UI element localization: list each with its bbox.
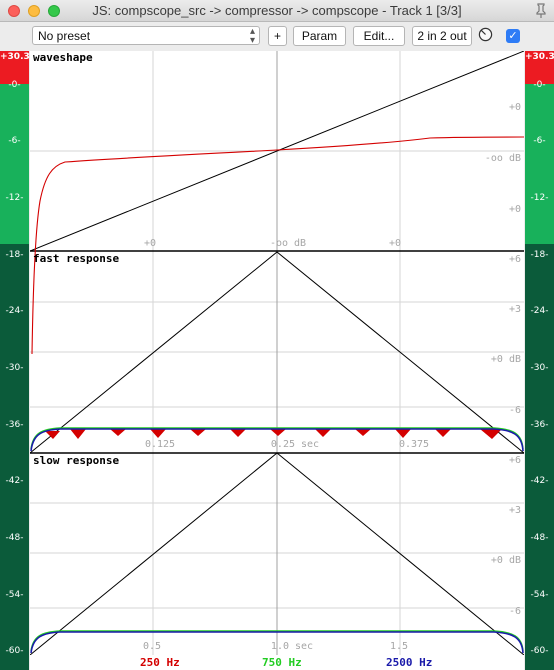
- window-title: JS: compscope_src -> compressor -> comps…: [92, 3, 462, 18]
- legend-2500hz: 2500 Hz: [386, 656, 433, 669]
- wet-dry-knob-icon[interactable]: [478, 27, 493, 42]
- meter-scale-label: -48-: [5, 533, 24, 543]
- fx-toolbar: No preset ▴ ▾ + Param Edit... 2 in 2 out …: [0, 23, 554, 51]
- fast-scale-label: +0 dB: [491, 354, 521, 365]
- meter-scale-label: -0-: [8, 80, 21, 90]
- legend-250hz: 250 Hz: [140, 656, 180, 669]
- meter-peak-label: +30.3: [0, 52, 30, 62]
- pin-icon[interactable]: [534, 3, 548, 19]
- fast-response-title: fast response: [33, 252, 119, 265]
- meter-scale-label: -18-: [5, 250, 24, 260]
- zoom-window-button[interactable]: [48, 5, 60, 17]
- meter-scale-label: -54-: [530, 590, 549, 600]
- waveshape-label: -oo dB: [485, 153, 521, 164]
- meter-scale-label: -42-: [5, 476, 24, 486]
- waveshape-label: +0: [509, 102, 521, 113]
- slow-time-tick: 1.0 sec: [271, 641, 313, 652]
- add-preset-button[interactable]: +: [268, 26, 287, 46]
- slow-scale-label: +6: [509, 455, 521, 466]
- compscope-display: waveshape fast response slow response +0…: [30, 51, 524, 655]
- meter-scale-label: -12-: [5, 193, 24, 203]
- meter-peak-label: +30.3: [525, 52, 554, 62]
- chevron-updown-icon: ▴ ▾: [249, 26, 255, 46]
- meter-scale-label: -60-: [530, 646, 549, 656]
- preset-value: No preset: [38, 29, 91, 43]
- meter-scale-label: -24-: [530, 306, 549, 316]
- slow-envelope-triangle: [30, 452, 524, 655]
- meter-scale-label: -36-: [5, 420, 24, 430]
- waveshape-label: +0: [509, 204, 521, 215]
- fast-scale-label: +6: [509, 254, 521, 265]
- meter-scale-label: -36-: [530, 420, 549, 430]
- fast-scale-label: +3: [509, 304, 521, 315]
- input-level-meter: +30.3 -0- -6- -12- -18- -24- -30- -36- -…: [0, 51, 30, 670]
- meter-scale-label: -6-: [8, 136, 21, 146]
- meter-scale-label: -30-: [530, 363, 549, 373]
- slow-time-tick: 0.5: [143, 641, 161, 652]
- meter-scale-label: -30-: [5, 363, 24, 373]
- waveshape-transfer-curve: [31, 136, 524, 355]
- fast-time-tick: 0.375: [399, 439, 429, 450]
- slow-scale-label: -6: [509, 606, 521, 617]
- meter-scale-label: -12-: [530, 193, 549, 203]
- fast-scale-label: -6: [509, 405, 521, 416]
- meter-scale-label: -24-: [5, 306, 24, 316]
- minimize-window-button[interactable]: [28, 5, 40, 17]
- meter-scale-label: -42-: [530, 476, 549, 486]
- close-window-button[interactable]: [8, 5, 20, 17]
- meter-scale-label: -18-: [530, 250, 549, 260]
- slow-response-2500hz: [30, 631, 524, 654]
- meter-scale-label: -0-: [533, 80, 546, 90]
- legend-750hz: 750 Hz: [262, 656, 302, 669]
- waveshape-identity-line: [30, 51, 524, 252]
- waveshape-title: waveshape: [33, 51, 93, 64]
- preset-dropdown[interactable]: No preset ▴ ▾: [32, 26, 260, 46]
- fast-envelope-triangle: [30, 251, 524, 454]
- fast-time-tick: 0.25 sec: [271, 439, 319, 450]
- waveshape-label: +0: [144, 238, 156, 249]
- slow-scale-label: +0 dB: [491, 555, 521, 566]
- title-bar[interactable]: JS: compscope_src -> compressor -> comps…: [0, 0, 554, 22]
- slow-scale-label: +3: [509, 505, 521, 516]
- band-legend: 250 Hz 750 Hz 2500 Hz: [30, 655, 524, 670]
- fast-gain-reduction-marks: [45, 429, 502, 439]
- meter-scale-label: -60-: [5, 646, 24, 656]
- waveshape-label: -oo dB: [270, 238, 306, 249]
- meter-scale-label: -6-: [533, 136, 546, 146]
- waveshape-label: +0: [389, 238, 401, 249]
- fast-response-2500hz: [30, 428, 524, 452]
- meter-scale-label: -54-: [5, 590, 24, 600]
- bypass-checkbox[interactable]: ✓: [506, 29, 520, 43]
- slow-response-title: slow response: [33, 454, 119, 467]
- param-button[interactable]: Param: [293, 26, 346, 46]
- io-routing-button[interactable]: 2 in 2 out: [412, 26, 472, 46]
- edit-button[interactable]: Edit...: [353, 26, 405, 46]
- slow-time-tick: 1.5: [390, 641, 408, 652]
- fast-time-tick: 0.125: [145, 439, 175, 450]
- output-level-meter: +30.3 -0- -6- -12- -18- -24- -30- -36- -…: [525, 51, 554, 670]
- meter-scale-label: -48-: [530, 533, 549, 543]
